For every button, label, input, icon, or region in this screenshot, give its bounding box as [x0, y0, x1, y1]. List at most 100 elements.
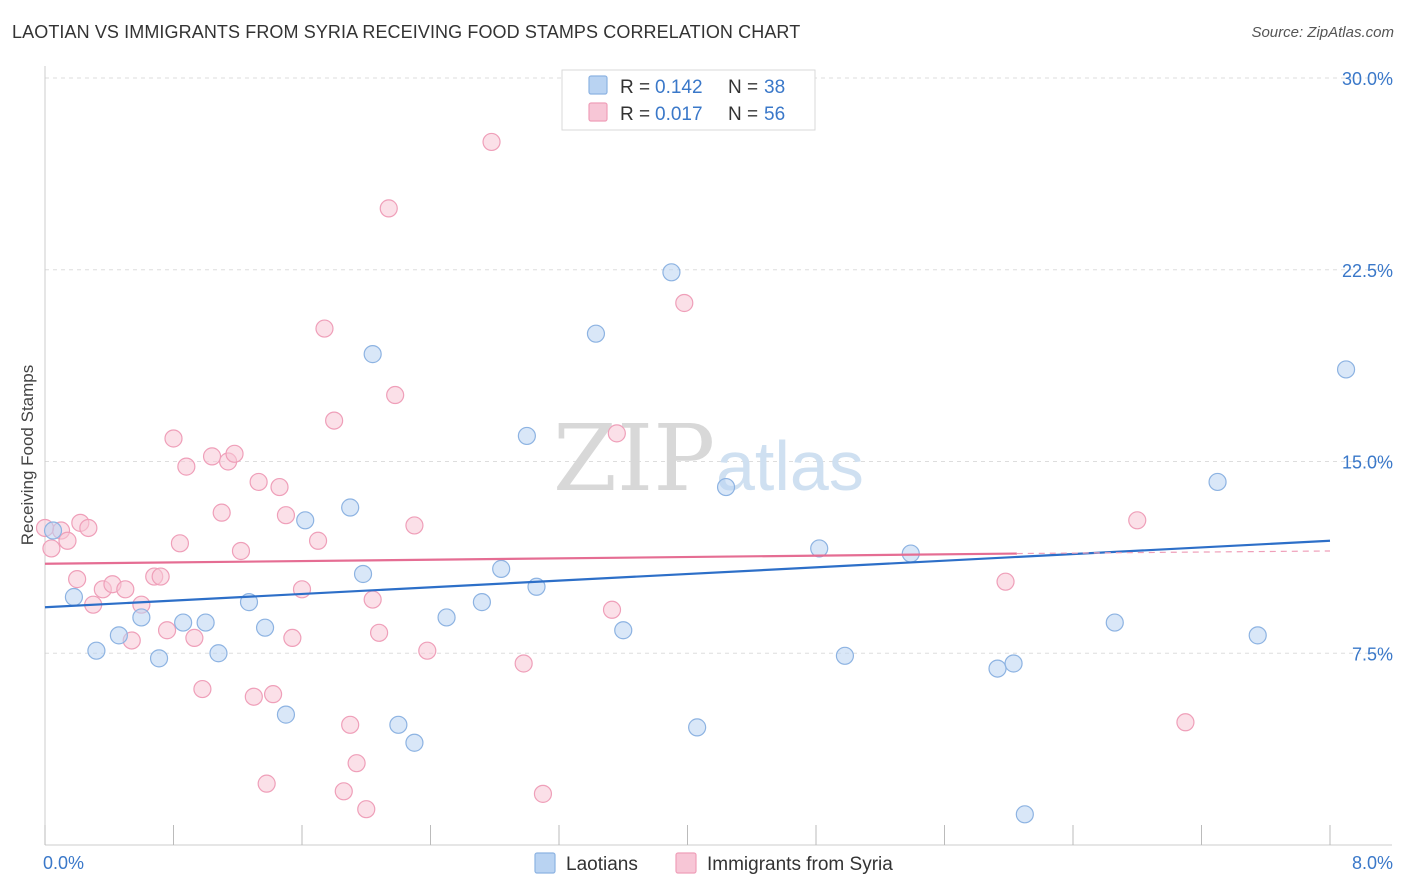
- point-laotians: [174, 613, 193, 632]
- point-syria: [308, 531, 328, 550]
- point-syria: [79, 518, 98, 538]
- point-syria: [244, 687, 263, 706]
- point-laotians: [209, 644, 228, 663]
- trend-extension-syria: [1016, 550, 1331, 555]
- point-syria: [164, 429, 183, 448]
- point-syria: [1128, 511, 1147, 530]
- point-syria: [42, 539, 61, 558]
- point-syria: [514, 654, 533, 673]
- stats-r-label: R =: [620, 77, 650, 98]
- grid-lines: [45, 77, 1392, 654]
- point-syria: [170, 534, 190, 553]
- point-syria: [315, 319, 334, 338]
- point-laotians: [835, 646, 855, 665]
- point-syria: [283, 628, 302, 648]
- point-syria: [276, 506, 296, 525]
- point-laotians: [109, 626, 128, 645]
- point-syria: [270, 477, 289, 497]
- point-syria: [151, 567, 170, 586]
- trend-line-laotians: [44, 539, 1331, 609]
- stats-n-value: 56: [764, 104, 785, 125]
- point-syria: [231, 541, 251, 561]
- point-syria: [334, 782, 353, 801]
- stats-n-label: N =: [728, 104, 758, 125]
- point-laotians: [132, 608, 151, 627]
- point-laotians: [87, 641, 106, 660]
- point-syria: [202, 447, 222, 466]
- stats-n-value: 38: [764, 77, 785, 98]
- trend-lines: [44, 539, 1331, 609]
- point-syria: [58, 531, 77, 550]
- point-laotians: [296, 511, 315, 530]
- point-laotians: [1015, 805, 1034, 824]
- stats-swatch-laotians: [588, 75, 608, 95]
- source-label: Source: ZipAtlas.com: [1251, 24, 1394, 41]
- point-syria: [157, 621, 177, 640]
- stats-r-value: 0.017: [655, 104, 703, 125]
- point-laotians: [1336, 360, 1356, 379]
- point-syria: [370, 623, 389, 642]
- point-laotians: [255, 618, 275, 637]
- watermark-atlas: atlas: [716, 427, 864, 505]
- point-syria: [263, 685, 283, 704]
- point-syria: [249, 472, 268, 492]
- point-laotians: [614, 621, 633, 640]
- watermark-zip: ZIP: [553, 405, 715, 512]
- point-syria: [257, 774, 276, 793]
- legend-label-syria: Immigrants from Syria: [707, 854, 893, 875]
- point-syria: [177, 457, 196, 476]
- point-syria: [418, 641, 437, 660]
- point-laotians: [1105, 613, 1124, 632]
- data-points: [35, 132, 1356, 824]
- point-syria: [996, 572, 1015, 591]
- point-syria: [185, 628, 204, 648]
- point-laotians: [437, 608, 456, 627]
- y-tick-label: 7.5%: [1352, 644, 1393, 664]
- point-syria: [607, 424, 626, 443]
- chart-title: LAOTIAN VS IMMIGRANTS FROM SYRIA RECEIVI…: [12, 22, 801, 42]
- point-laotians: [353, 564, 373, 584]
- point-laotians: [988, 659, 1007, 678]
- axes: [44, 66, 1392, 846]
- point-syria: [193, 679, 212, 699]
- point-laotians: [492, 559, 511, 578]
- point-syria: [347, 754, 366, 773]
- point-laotians: [586, 324, 606, 343]
- point-syria: [116, 580, 135, 599]
- x-tick-label: 8.0%: [1352, 853, 1393, 873]
- point-syria: [341, 715, 360, 734]
- point-syria: [379, 199, 398, 218]
- point-laotians: [405, 733, 424, 752]
- legend-swatch-syria: [675, 852, 697, 874]
- y-axis-label: Receiving Food Stamps: [18, 365, 37, 545]
- point-syria: [533, 784, 553, 803]
- point-syria: [212, 503, 231, 522]
- y-tick-label: 15.0%: [1342, 453, 1393, 473]
- trend-line-syria: [44, 552, 1017, 565]
- point-laotians: [149, 649, 169, 668]
- point-syria: [1176, 713, 1195, 732]
- stats-r-value: 0.142: [655, 77, 703, 98]
- point-laotians: [716, 477, 736, 497]
- stats-swatch-syria: [588, 102, 608, 122]
- tick-labels: 7.5% 15.0% 22.5% 30.0% 0.0% 8.0%: [43, 69, 1393, 873]
- stats-r-label: R =: [620, 104, 650, 125]
- x-tick-label: 0.0%: [43, 853, 84, 873]
- point-laotians: [517, 426, 536, 446]
- point-laotians: [196, 613, 215, 632]
- point-laotians: [363, 345, 382, 364]
- point-syria: [68, 570, 87, 589]
- point-laotians: [810, 539, 829, 558]
- point-laotians: [64, 587, 84, 607]
- point-syria: [357, 800, 376, 819]
- series-legend: Laotians Immigrants from Syria: [534, 852, 893, 875]
- point-laotians: [389, 715, 408, 734]
- point-laotians: [1208, 472, 1227, 492]
- point-laotians: [472, 593, 491, 612]
- point-laotians: [1004, 654, 1023, 673]
- point-laotians: [662, 263, 681, 282]
- point-syria: [325, 411, 344, 430]
- legend-label-laotians: Laotians: [566, 854, 638, 875]
- stats-legend: R = 0.142 N = 38 R = 0.017 N = 56: [561, 69, 816, 131]
